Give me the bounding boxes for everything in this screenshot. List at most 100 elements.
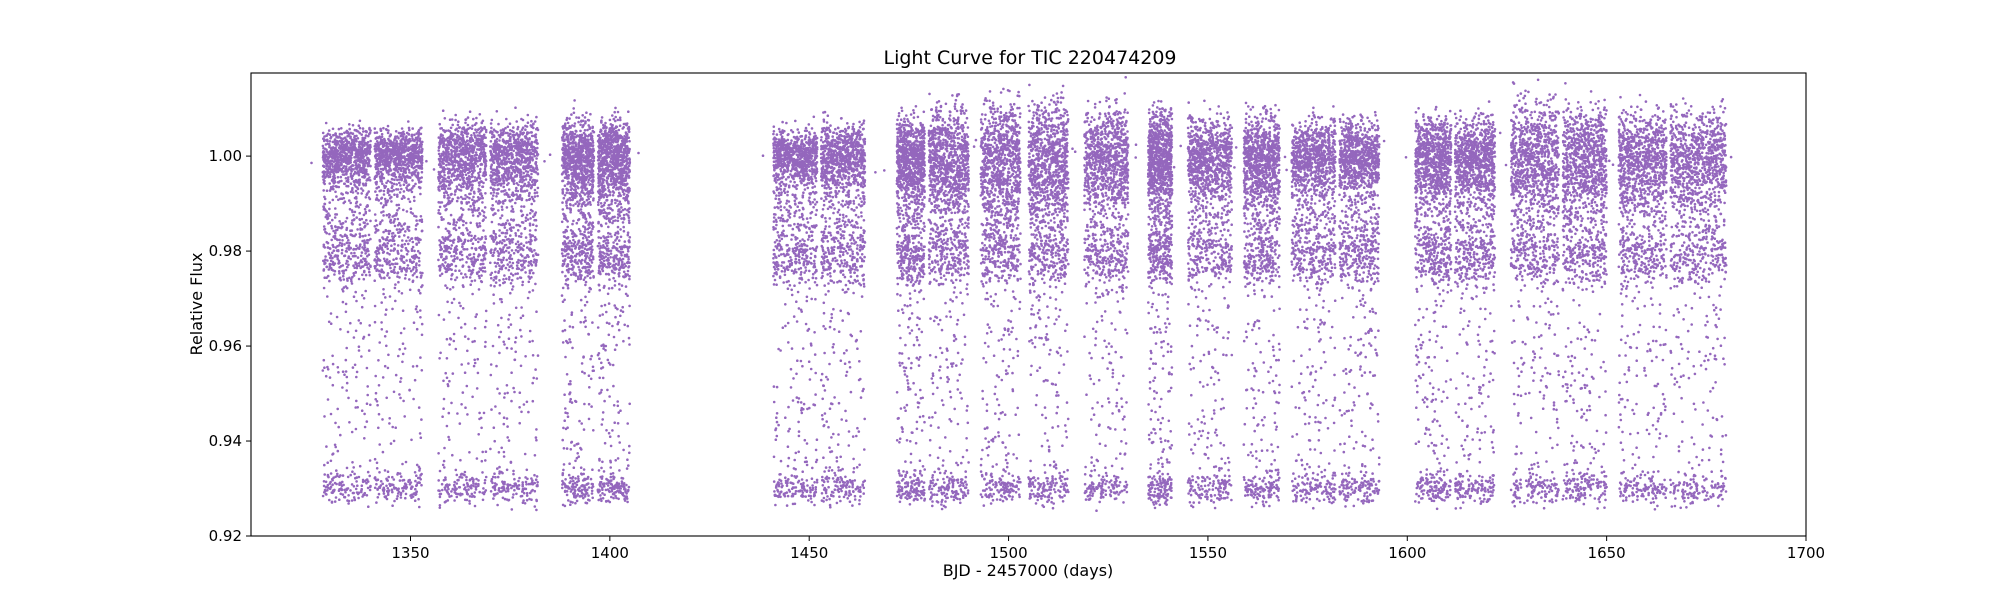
data-point — [417, 288, 421, 292]
data-point — [409, 481, 413, 484]
data-point — [348, 199, 351, 202]
data-point — [453, 254, 456, 258]
data-point — [524, 148, 528, 152]
data-point — [338, 244, 341, 247]
data-point — [375, 193, 379, 197]
data-point — [483, 125, 486, 129]
data-point — [373, 127, 377, 130]
data-point — [462, 223, 465, 227]
data-point — [465, 248, 469, 251]
data-point — [414, 307, 418, 311]
data-point — [474, 483, 478, 486]
data-point — [344, 268, 348, 272]
data-point — [364, 134, 368, 137]
data-point — [513, 158, 516, 162]
data-point — [511, 134, 515, 137]
data-point — [468, 485, 472, 488]
data-point — [398, 276, 401, 279]
data-point — [379, 177, 382, 181]
data-point — [508, 255, 512, 258]
data-point — [393, 271, 396, 275]
data-point — [447, 170, 451, 174]
data-point — [363, 148, 367, 151]
data-point — [329, 263, 333, 266]
data-point — [472, 158, 475, 161]
data-point — [339, 161, 342, 165]
data-point — [459, 475, 462, 479]
data-point — [463, 322, 467, 326]
data-point — [385, 169, 389, 173]
data-point — [346, 475, 350, 479]
data-point — [338, 266, 341, 269]
data-point — [361, 144, 364, 147]
data-point — [396, 170, 400, 174]
data-point — [535, 157, 538, 160]
data-point — [408, 176, 412, 179]
data-point — [510, 264, 513, 268]
data-point — [465, 478, 468, 482]
data-point — [481, 201, 484, 204]
data-point — [479, 197, 482, 200]
data-point — [443, 500, 447, 504]
data-point — [321, 164, 325, 168]
data-point — [522, 205, 526, 208]
data-point — [356, 192, 360, 195]
data-point — [333, 443, 337, 447]
data-point — [374, 478, 378, 482]
data-point — [385, 238, 389, 242]
data-point — [535, 224, 538, 228]
data-point — [363, 175, 367, 178]
data-point — [439, 264, 442, 268]
data-point — [329, 135, 333, 139]
data-point — [324, 158, 327, 162]
data-point — [440, 482, 444, 486]
data-point — [325, 138, 328, 142]
data-point — [443, 446, 446, 450]
data-point — [440, 201, 444, 204]
data-point — [345, 144, 349, 148]
data-point — [473, 169, 476, 172]
data-point — [477, 237, 480, 240]
data-point — [344, 358, 348, 362]
data-point — [472, 484, 475, 488]
data-point — [398, 163, 402, 166]
data-point — [473, 279, 477, 282]
data-point — [505, 238, 509, 241]
data-point — [341, 386, 344, 389]
data-point — [443, 156, 447, 159]
data-point — [326, 489, 329, 492]
data-point — [322, 137, 325, 140]
data-point — [497, 209, 500, 212]
data-point — [455, 487, 458, 491]
data-point — [412, 321, 416, 325]
data-point — [418, 186, 422, 190]
data-point — [500, 214, 504, 217]
data-point — [398, 173, 402, 176]
data-point — [507, 278, 511, 281]
data-point — [484, 171, 487, 174]
data-point — [363, 136, 367, 140]
data-point — [373, 213, 377, 216]
data-point — [324, 255, 327, 258]
data-point — [330, 159, 334, 162]
data-point — [466, 239, 470, 243]
data-point — [354, 406, 358, 409]
data-point — [354, 476, 357, 480]
data-point — [494, 181, 498, 184]
data-point — [438, 122, 442, 126]
data-point — [331, 251, 334, 255]
data-point — [364, 129, 368, 133]
data-point — [354, 189, 358, 193]
data-point — [344, 285, 348, 288]
data-point — [388, 229, 392, 233]
data-point — [327, 251, 331, 255]
data-point — [349, 182, 353, 185]
data-point — [378, 341, 382, 344]
data-point — [357, 349, 361, 352]
data-point — [437, 258, 440, 262]
data-point — [470, 279, 474, 283]
data-point — [507, 188, 511, 191]
data-point — [466, 187, 470, 190]
data-point — [444, 148, 448, 151]
data-point — [404, 273, 408, 277]
